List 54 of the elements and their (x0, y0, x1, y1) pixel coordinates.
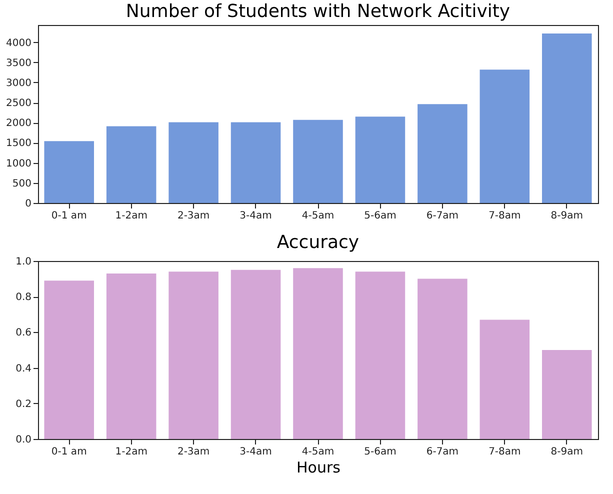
x-tick-label: 5-6am (364, 210, 396, 222)
bar (418, 278, 468, 439)
bar (44, 141, 94, 203)
chart-title: Number of Students with Network Acitivity (126, 1, 510, 22)
x-tick-label: 6-7am (426, 210, 459, 222)
x-tick-label: 7-8am (488, 446, 521, 458)
x-tick-label: 2-3am (177, 446, 210, 458)
x-tick-label: 1-2am (115, 446, 148, 458)
bar (542, 350, 592, 439)
x-tick-label: 3-4am (240, 210, 272, 222)
bar (480, 320, 530, 439)
x-tick-label: 6-7am (426, 446, 459, 458)
x-tick-label: 4-5am (302, 210, 334, 222)
y-tick-label: 1000 (6, 158, 32, 170)
bar (480, 70, 530, 203)
y-tick-label: 0.0 (16, 434, 32, 446)
y-tick-label: 1500 (6, 138, 32, 150)
bar (168, 272, 218, 439)
x-axis-title: Hours (296, 458, 341, 476)
y-tick-label: 0.4 (16, 363, 32, 374)
x-tick-label: 8-9am (550, 446, 583, 458)
x-tick-label: 3-4am (240, 446, 272, 458)
bar (542, 33, 592, 203)
y-tick-label: 3500 (6, 58, 32, 69)
bar (106, 126, 156, 203)
x-tick-label: 2-3am (177, 210, 210, 222)
bar (418, 104, 468, 203)
x-tick-label: 1-2am (115, 210, 148, 222)
y-tick-label: 3000 (6, 78, 32, 89)
bar (44, 280, 94, 439)
chart-title: Accuracy (276, 232, 360, 253)
y-tick-label: 500 (12, 178, 32, 190)
y-tick-label: 0.2 (16, 398, 32, 410)
y-tick-label: 0.6 (16, 328, 32, 339)
bar (230, 270, 281, 439)
x-tick-label: 7-8am (488, 210, 521, 222)
bar (106, 273, 156, 439)
x-tick-label: 8-9am (550, 210, 583, 222)
bar (293, 268, 343, 439)
x-tick-label: 5-6am (364, 446, 396, 458)
bar (355, 272, 406, 439)
x-tick-label: 0-1 am (51, 210, 87, 222)
x-tick-label: 4-5am (302, 446, 334, 458)
bar (293, 120, 343, 203)
y-tick-label: 0 (25, 198, 32, 210)
y-tick-label: 2500 (6, 98, 32, 110)
bar (355, 116, 406, 203)
y-tick-label: 2000 (6, 118, 32, 130)
y-tick-label: 0.8 (16, 292, 32, 304)
bar (230, 122, 281, 203)
y-tick-label: 4000 (6, 38, 32, 49)
bar (168, 122, 218, 203)
x-tick-label: 0-1 am (51, 446, 87, 458)
y-tick-label: 1.0 (16, 256, 32, 268)
